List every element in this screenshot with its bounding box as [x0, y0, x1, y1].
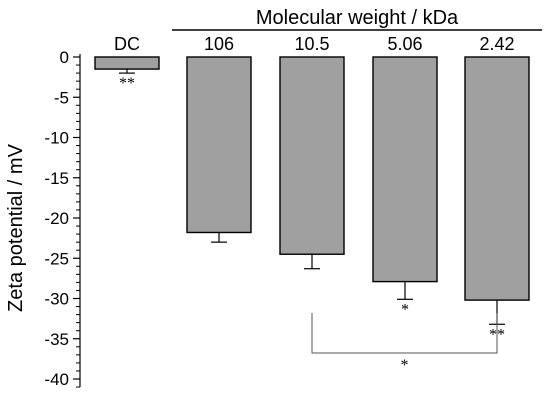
- bar: [94, 56, 160, 70]
- significance-mark: *: [401, 301, 409, 318]
- bar-group: 106: [186, 34, 252, 243]
- y-tick-label: -20: [44, 209, 69, 228]
- category-label: 2.42: [479, 34, 514, 54]
- bar-group: 2.42**: [464, 34, 530, 343]
- significance-bracket: *: [311, 313, 498, 374]
- y-tick-label: -35: [44, 330, 69, 349]
- bars: DC ** 106 10.5 5.06 * 2.42**: [94, 34, 530, 343]
- y-tick-label: -40: [44, 370, 69, 389]
- y-axis-group: 0 -5 -10 -15 -20 -25 -30 -35 -40: [44, 48, 81, 389]
- category-label: 5.06: [387, 34, 422, 54]
- y-axis-label: Zeta potential / mV: [5, 143, 27, 312]
- y-ticks: 0 -5 -10 -15 -20 -25 -30 -35 -40: [44, 48, 80, 389]
- y-tick-label: 0: [60, 48, 69, 67]
- y-tick-label: -5: [54, 88, 69, 107]
- y-tick-label: -25: [44, 249, 69, 268]
- bar-group: 10.5: [279, 34, 345, 270]
- bar-group: 5.06 *: [372, 34, 438, 318]
- y-tick-label: -15: [44, 169, 69, 188]
- bar: [186, 56, 252, 234]
- y-tick-label: -10: [44, 129, 69, 148]
- header-label: Molecular weight / kDa: [256, 7, 459, 29]
- significance-mark: **: [119, 75, 135, 92]
- header-group: Molecular weight / kDa: [172, 7, 542, 31]
- bar-group: DC **: [94, 34, 160, 92]
- bracket-line: [311, 313, 498, 354]
- category-label: 106: [204, 34, 234, 54]
- bar: [372, 56, 438, 283]
- bracket-label: *: [401, 357, 409, 374]
- category-label: DC: [114, 34, 140, 54]
- bar: [464, 56, 530, 301]
- y-tick-label: -30: [44, 290, 69, 309]
- bar: [279, 56, 345, 255]
- category-label: 10.5: [294, 34, 329, 54]
